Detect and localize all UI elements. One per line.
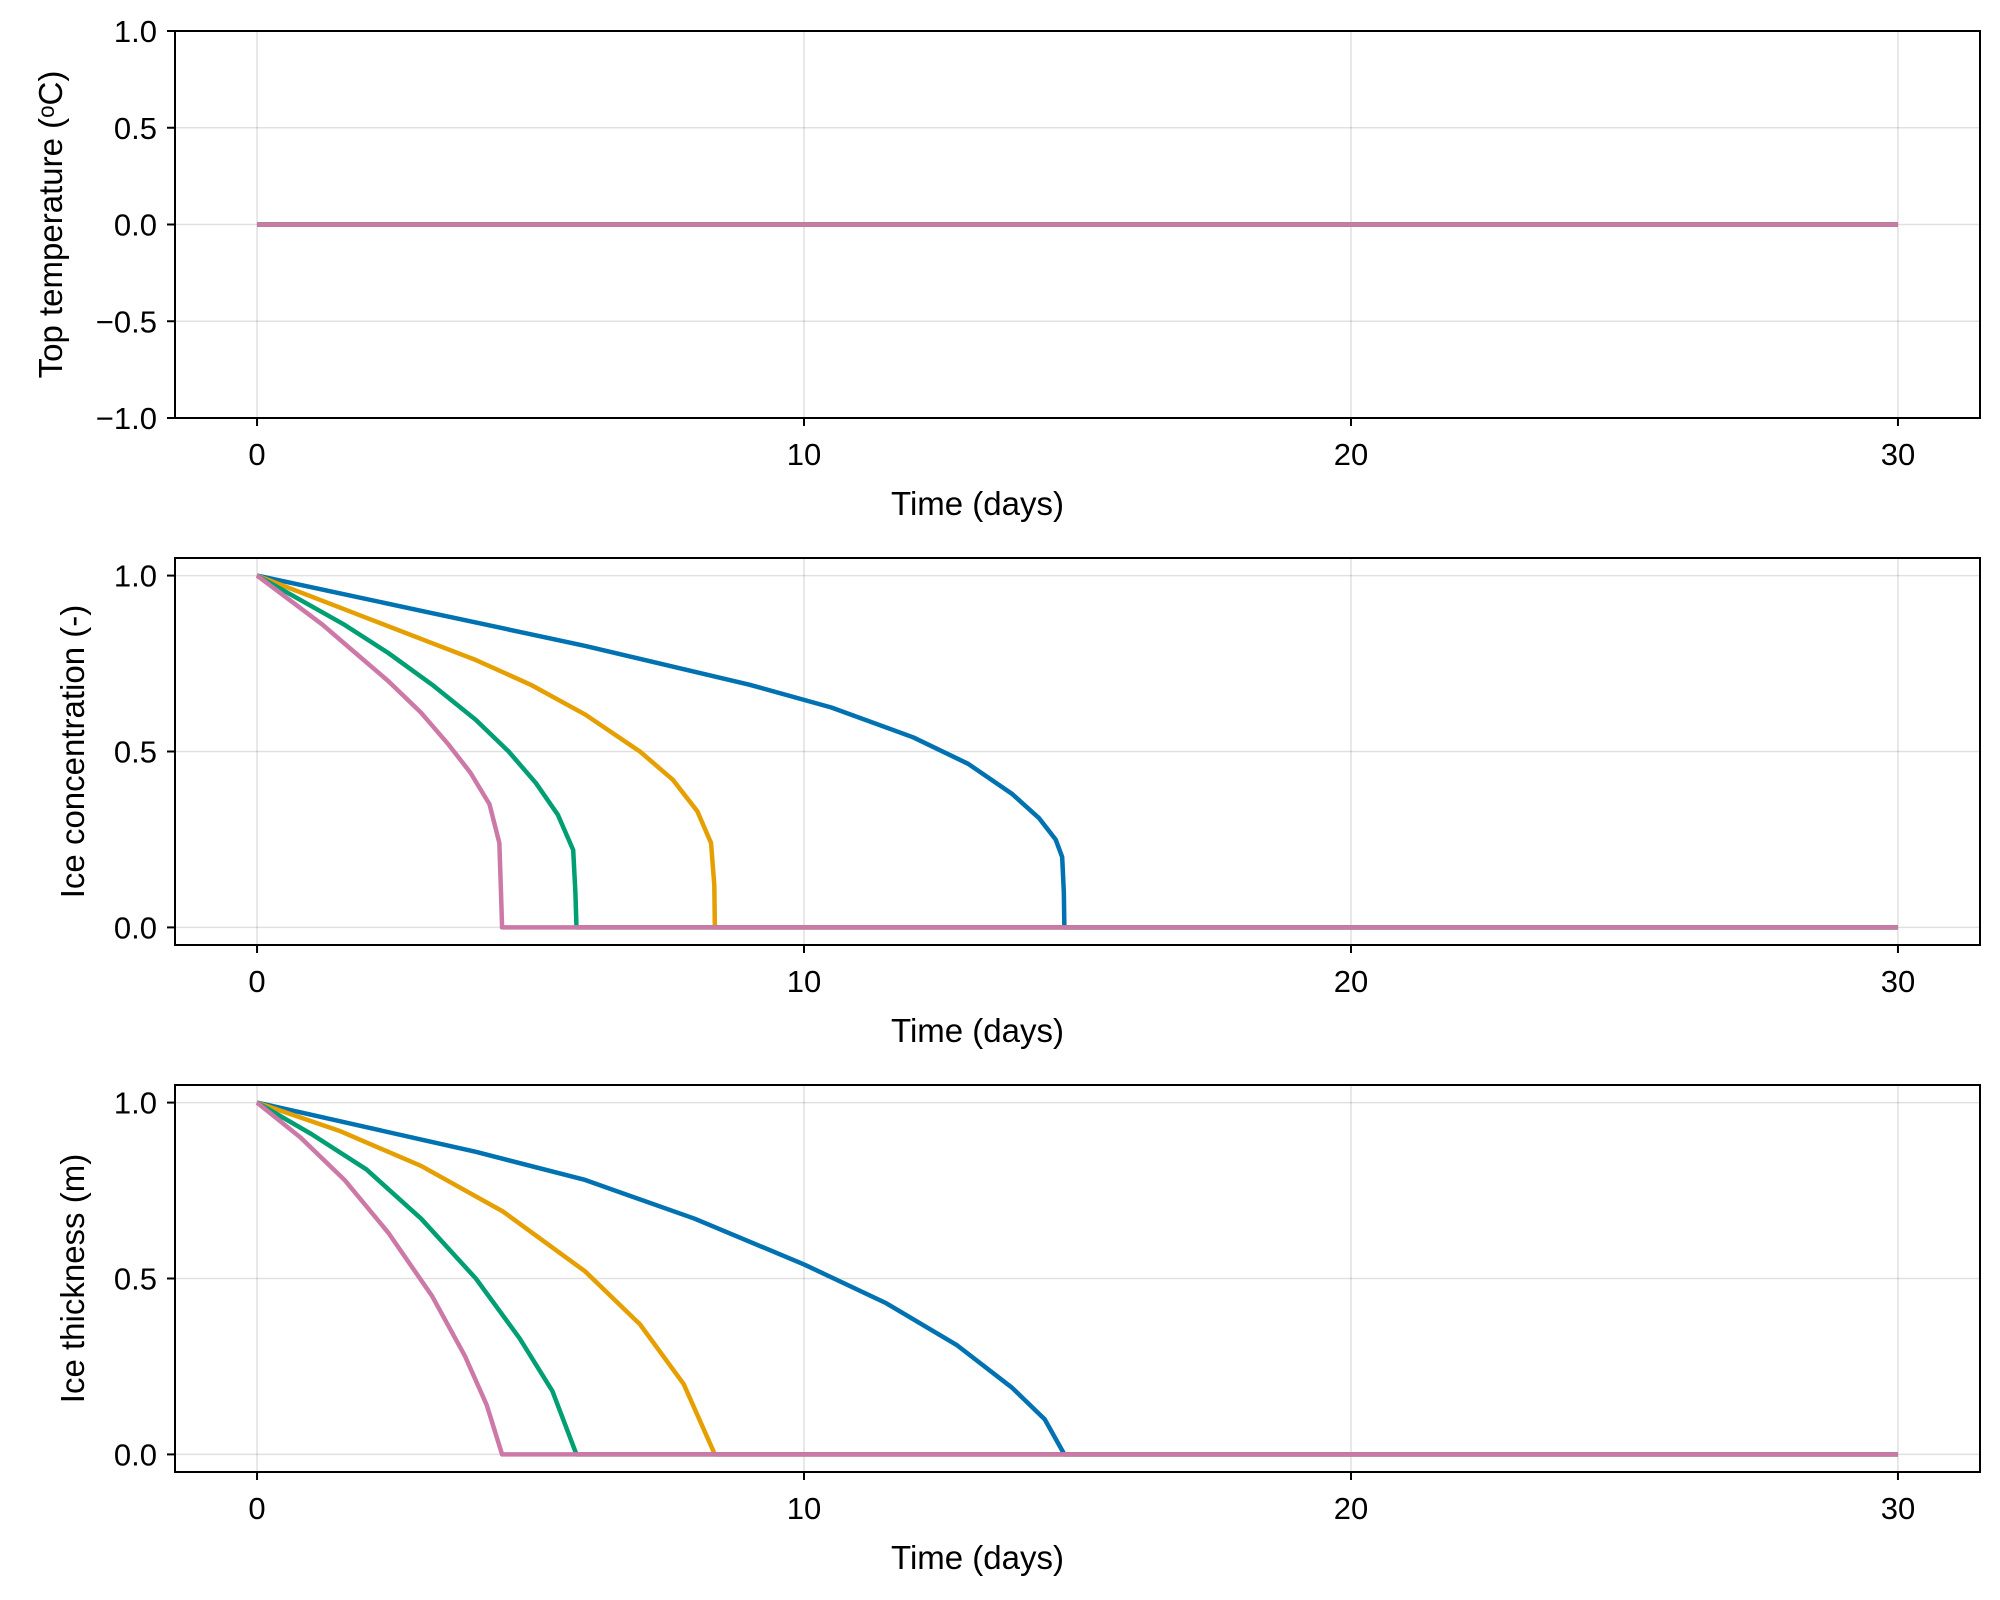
x-tick-label: 30 (1881, 437, 1915, 472)
y-tick-label: 0.5 (114, 735, 157, 770)
series-line-2 (256, 1100, 1898, 1457)
series-line-4 (255, 573, 1898, 930)
ice-concentration-panel: 0 10 20 30 0.0 0.5 1.0 Time (days) Ice concentra… (54, 557, 1981, 1049)
x-tick-label: 20 (1334, 1491, 1368, 1526)
y-tick-label: 1.0 (114, 1086, 157, 1121)
y-tick-label: 0.0 (114, 910, 157, 945)
x-tick-label: 10 (787, 437, 821, 472)
y-tick-label: −1.0 (96, 401, 157, 436)
x-tick-label: 10 (787, 1491, 821, 1526)
x-axis-label: Time (days) (891, 1539, 1064, 1576)
x-tick-label: 0 (248, 437, 265, 472)
x-tick-label: 0 (248, 1491, 265, 1526)
ice-thickness-panel: 0 10 20 30 0.0 0.5 1.0 Time (days) Ice thickness… (54, 1084, 1981, 1576)
x-tick-label: 10 (787, 964, 821, 999)
y-axis-label: Ice concentration (-) (54, 605, 91, 898)
y-axis-label: Top temperature (ᵒC) (32, 71, 69, 379)
x-tick-label: 0 (248, 964, 265, 999)
series-line-3 (255, 1100, 1898, 1457)
y-tick-label: 0.5 (114, 111, 157, 146)
series-line-2 (256, 573, 1898, 930)
x-axis-label: Time (days) (891, 485, 1064, 522)
series-line-1 (256, 573, 1898, 930)
x-tick-label: 20 (1334, 964, 1368, 999)
y-tick-label: 0.0 (114, 1437, 157, 1472)
y-tick-label: −0.5 (96, 304, 157, 339)
y-tick-label: 1.0 (114, 559, 157, 594)
series-line-1 (256, 1100, 1898, 1457)
y-axis-label: Ice thickness (m) (54, 1154, 91, 1403)
x-axis-label: Time (days) (891, 1012, 1064, 1049)
series-line-4 (255, 1100, 1898, 1457)
x-tick-label: 30 (1881, 1491, 1915, 1526)
y-tick-label: 1.0 (114, 14, 157, 49)
y-tick-label: 0.5 (114, 1262, 157, 1297)
x-tick-label: 20 (1334, 437, 1368, 472)
x-tick-label: 30 (1881, 964, 1915, 999)
top-temperature-panel: 0 10 20 30 −1.0 −0.5 0.0 0.5 1.0 Time (days) Top t… (32, 14, 1981, 522)
y-tick-label: 0.0 (114, 208, 157, 243)
series-line-3 (255, 573, 1898, 930)
